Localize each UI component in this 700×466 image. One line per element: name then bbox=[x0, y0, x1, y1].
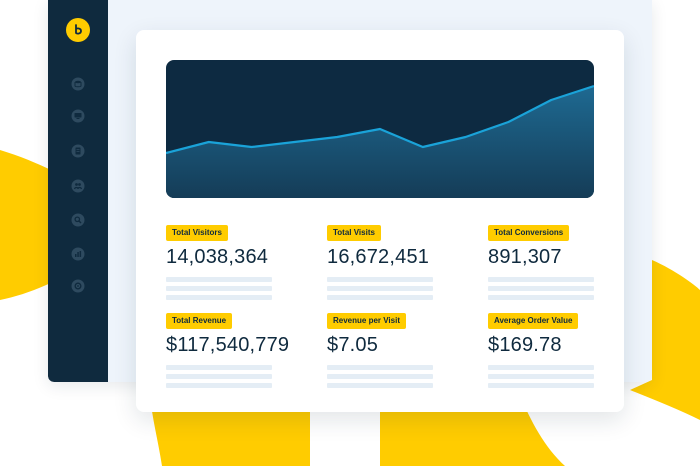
yellow-shape-bottom-left bbox=[150, 395, 310, 466]
search-icon[interactable] bbox=[70, 212, 86, 228]
placeholder-bar bbox=[488, 295, 594, 300]
metric-label: Total Conversions bbox=[488, 225, 570, 241]
metric-label: Revenue per Visit bbox=[327, 313, 406, 329]
metric-average-order-value: Average Order Value $169.78 bbox=[488, 310, 608, 388]
metric-total-conversions: Total Conversions 891,307 bbox=[488, 222, 608, 300]
placeholder-bar bbox=[327, 286, 433, 291]
placeholder-bar bbox=[166, 286, 272, 291]
bar-chart-icon[interactable] bbox=[70, 246, 86, 262]
metric-label: Average Order Value bbox=[488, 313, 579, 329]
placeholder-bar bbox=[327, 295, 433, 300]
settings-icon[interactable] bbox=[70, 278, 86, 294]
metric-label: Total Revenue bbox=[166, 313, 233, 329]
metric-total-visits: Total Visits 16,672,451 bbox=[327, 222, 447, 300]
sidebar bbox=[48, 0, 108, 382]
placeholder-bar bbox=[327, 374, 433, 379]
placeholder-bar bbox=[488, 365, 594, 370]
area-chart-svg bbox=[166, 84, 594, 198]
placeholder-bar bbox=[488, 277, 594, 282]
metric-value: 14,038,364 bbox=[166, 246, 269, 268]
document-icon[interactable] bbox=[70, 143, 86, 159]
placeholder-bar bbox=[327, 383, 433, 388]
chart-series-line bbox=[166, 84, 594, 155]
dashboard-card: Total Visitors 14,038,364 Total Visits 1… bbox=[136, 30, 624, 412]
placeholder-bar bbox=[488, 374, 594, 379]
metric-value: 891,307 bbox=[488, 246, 562, 268]
users-icon[interactable] bbox=[70, 178, 86, 194]
placeholder-bar bbox=[166, 295, 272, 300]
metric-total-revenue: Total Revenue $117,540,779 bbox=[166, 310, 290, 388]
chart-area-fill bbox=[166, 86, 594, 198]
brand-logo-icon[interactable] bbox=[66, 18, 90, 42]
placeholder-bar bbox=[166, 277, 272, 282]
metric-value: $117,540,779 bbox=[166, 334, 290, 356]
metric-label: Total Visits bbox=[327, 225, 381, 241]
brand-logo-glyph bbox=[75, 24, 82, 35]
metric-revenue-per-visit: Revenue per Visit $7.05 bbox=[327, 310, 447, 388]
metric-value: 16,672,451 bbox=[327, 246, 430, 268]
placeholder-bar bbox=[327, 365, 433, 370]
placeholder-bar bbox=[488, 286, 594, 291]
placeholder-bar bbox=[488, 383, 594, 388]
metric-label: Total Visitors bbox=[166, 225, 228, 241]
visitors-area-chart bbox=[166, 60, 594, 198]
yellow-shape-right bbox=[630, 260, 700, 420]
yellow-shape-bottom-center bbox=[380, 395, 565, 466]
database-icon[interactable] bbox=[70, 76, 86, 92]
placeholder-bar bbox=[166, 383, 272, 388]
metric-total-visitors: Total Visitors 14,038,364 bbox=[166, 222, 286, 300]
metric-value: $169.78 bbox=[488, 334, 562, 356]
placeholder-bar bbox=[327, 277, 433, 282]
metric-value: $7.05 bbox=[327, 334, 379, 356]
placeholder-bar bbox=[166, 365, 272, 370]
placeholder-bar bbox=[166, 374, 272, 379]
monitor-icon[interactable] bbox=[70, 108, 86, 124]
